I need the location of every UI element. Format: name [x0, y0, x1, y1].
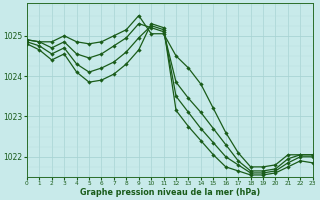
X-axis label: Graphe pression niveau de la mer (hPa): Graphe pression niveau de la mer (hPa)	[80, 188, 260, 197]
